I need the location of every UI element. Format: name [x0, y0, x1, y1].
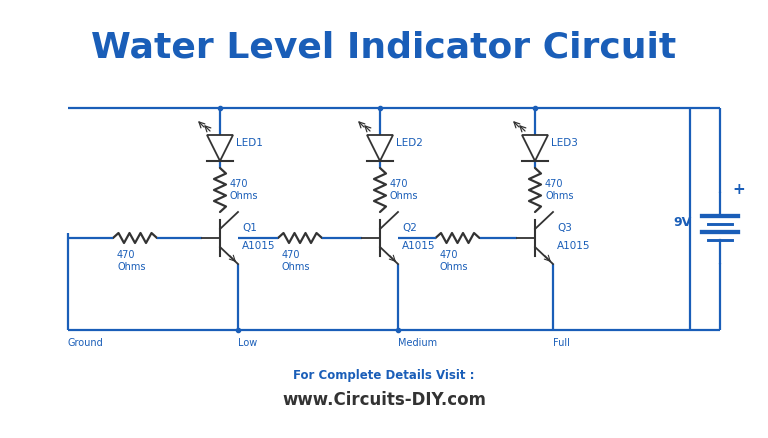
Text: +: + [732, 183, 745, 198]
Text: Low: Low [238, 338, 257, 348]
Text: LED3: LED3 [551, 138, 578, 148]
Text: LED2: LED2 [396, 138, 423, 148]
Text: Water Level Indicator Circuit: Water Level Indicator Circuit [91, 31, 677, 65]
Text: www.Circuits-DIY.com: www.Circuits-DIY.com [282, 391, 486, 409]
Text: 470
Ohms: 470 Ohms [117, 250, 145, 272]
Text: 470
Ohms: 470 Ohms [282, 250, 310, 272]
Text: Q1: Q1 [242, 223, 257, 233]
Text: LED1: LED1 [236, 138, 263, 148]
Text: A1015: A1015 [242, 241, 276, 251]
Text: Ground: Ground [68, 338, 104, 348]
Text: 470
Ohms: 470 Ohms [545, 179, 574, 201]
Text: 470
Ohms: 470 Ohms [390, 179, 419, 201]
Text: 470
Ohms: 470 Ohms [439, 250, 468, 272]
Text: Medium: Medium [398, 338, 437, 348]
Text: Full: Full [553, 338, 570, 348]
Text: 470
Ohms: 470 Ohms [230, 179, 259, 201]
Text: For Complete Details Visit :: For Complete Details Visit : [293, 370, 475, 382]
Text: A1015: A1015 [557, 241, 591, 251]
Text: Q2: Q2 [402, 223, 417, 233]
Text: Q3: Q3 [557, 223, 572, 233]
Text: A1015: A1015 [402, 241, 435, 251]
Text: 9V: 9V [674, 216, 692, 230]
